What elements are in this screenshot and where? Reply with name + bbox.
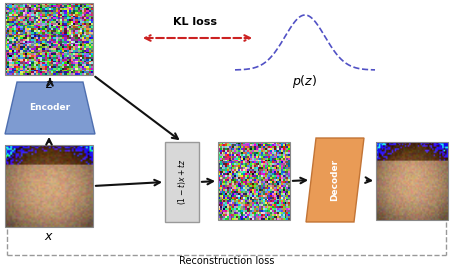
Polygon shape (306, 138, 364, 222)
Text: $(1-t)x+tz$: $(1-t)x+tz$ (176, 159, 188, 205)
Bar (218, 142, 290, 220)
Polygon shape (5, 82, 95, 134)
Text: $z$: $z$ (44, 77, 54, 91)
Bar (376, 142, 448, 220)
Text: Reconstruction loss: Reconstruction loss (179, 256, 274, 266)
Text: $p(z)$: $p(z)$ (292, 73, 318, 91)
Bar (165, 142, 199, 222)
Text: $x$: $x$ (44, 229, 54, 243)
Bar (5, 145, 93, 227)
Bar (5, 3, 93, 75)
Text: KL loss: KL loss (173, 17, 217, 27)
Text: Decoder: Decoder (331, 159, 340, 201)
Text: Encoder: Encoder (30, 103, 70, 113)
